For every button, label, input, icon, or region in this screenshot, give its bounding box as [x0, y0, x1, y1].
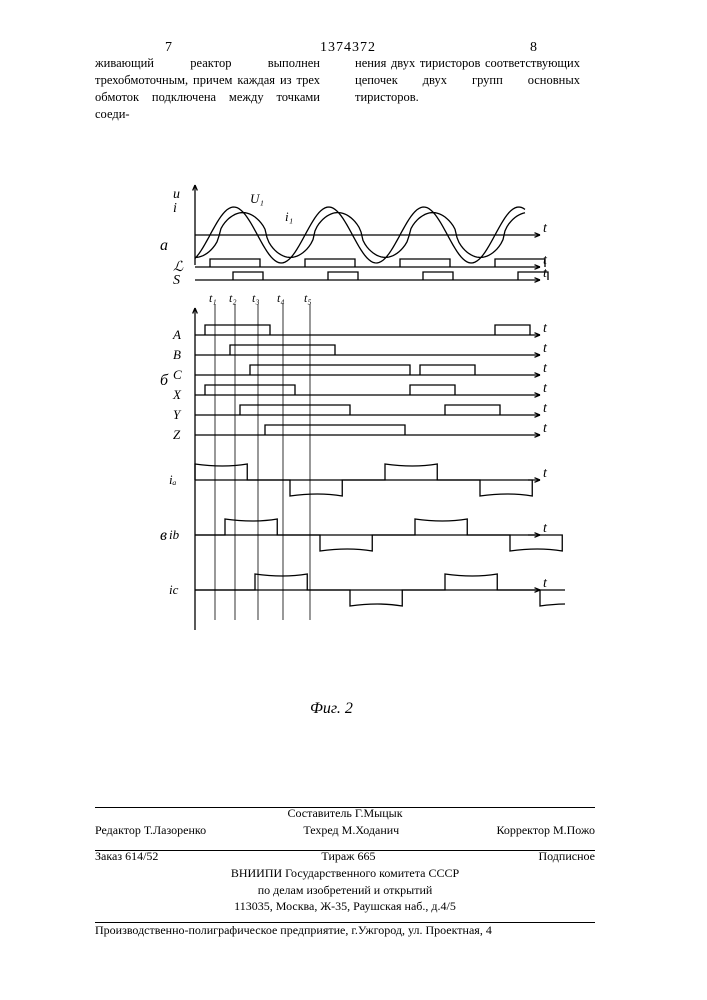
svg-text:в: в [160, 527, 167, 544]
svg-text:B: B [173, 347, 181, 362]
editor-name: Т.Лазоренко [144, 823, 206, 837]
body-text-right: нения двух тиристоров соответствующих це… [355, 55, 580, 106]
svg-text:U₁: U₁ [250, 191, 264, 206]
order-value: 614/52 [125, 849, 158, 863]
org-line-2: по делам изобретений и открытий [95, 882, 595, 899]
svg-text:б: б [160, 372, 169, 389]
svg-text:u: u [173, 187, 180, 202]
page: 7 1374372 8 живающий реактор выполнен тр… [0, 0, 707, 1000]
column-number-right: 8 [530, 40, 537, 56]
svg-text:C: C [173, 367, 182, 382]
svg-text:ib: ib [169, 527, 180, 542]
svg-text:t: t [543, 381, 548, 396]
order-label: Заказ [95, 849, 122, 863]
patent-number: 1374372 [320, 40, 376, 56]
svg-text:t: t [543, 421, 548, 436]
svg-text:ic: ic [169, 582, 179, 597]
techred-name: М.Ходанич [342, 823, 400, 837]
figure-caption: Фиг. 2 [310, 700, 353, 718]
svg-text:t₄: t₄ [277, 291, 285, 305]
svg-text:t: t [543, 221, 548, 236]
body-text-left: живающий реактор выполнен трехобмоточным… [95, 55, 320, 123]
svg-text:t₂: t₂ [229, 291, 237, 305]
svg-text:t₅: t₅ [304, 291, 312, 305]
svg-text:Z: Z [173, 427, 181, 442]
tirazh-label: Тираж [321, 849, 354, 863]
corrector-name: М.Пожо [553, 823, 595, 837]
address-line: 113035, Москва, Ж-35, Раушская наб., д.4… [95, 898, 595, 915]
svg-text:t: t [543, 266, 548, 281]
subscription-label: Подписное [538, 848, 595, 865]
svg-text:t: t [543, 521, 548, 536]
credits-block: Составитель Г.Мыцык Редактор Т.Лазоренко… [95, 805, 595, 839]
svg-text:i: i [173, 201, 177, 216]
org-line-1: ВНИИПИ Государственного комитета СССР [95, 865, 595, 882]
printer-line: Производственно-полиграфическое предприя… [95, 922, 595, 939]
figure-2: uitU₁i₁аℒtStt₁t₂t₃t₄t₅бAtBtCtXtYtZtвiₐti… [145, 180, 565, 690]
svg-text:t₃: t₃ [252, 291, 260, 305]
tirazh-value: 665 [357, 849, 375, 863]
svg-text:t: t [543, 466, 548, 481]
svg-text:t: t [543, 341, 548, 356]
svg-text:X: X [172, 387, 182, 402]
compiler-label: Составитель [287, 806, 351, 820]
compiler-name: Г.Мыцык [355, 806, 403, 820]
svg-text:t₁: t₁ [209, 291, 217, 305]
svg-text:а: а [160, 237, 168, 254]
svg-text:iₐ: iₐ [169, 472, 177, 487]
svg-text:Y: Y [173, 407, 182, 422]
svg-text:t: t [543, 576, 548, 591]
svg-text:t: t [543, 321, 548, 336]
svg-text:i₁: i₁ [285, 209, 293, 224]
corrector-label: Корректор [496, 823, 550, 837]
techred-label: Техред [303, 823, 338, 837]
svg-text:S: S [173, 273, 180, 288]
column-number-left: 7 [165, 40, 172, 56]
svg-text:A: A [172, 327, 181, 342]
timing-diagram: uitU₁i₁аℒtStt₁t₂t₃t₄t₅бAtBtCtXtYtZtвiₐti… [145, 180, 565, 680]
editor-label: Редактор [95, 823, 141, 837]
svg-text:t: t [543, 361, 548, 376]
publication-block: Заказ 614/52 Тираж 665 Подписное ВНИИПИ … [95, 848, 595, 915]
svg-text:t: t [543, 401, 548, 416]
